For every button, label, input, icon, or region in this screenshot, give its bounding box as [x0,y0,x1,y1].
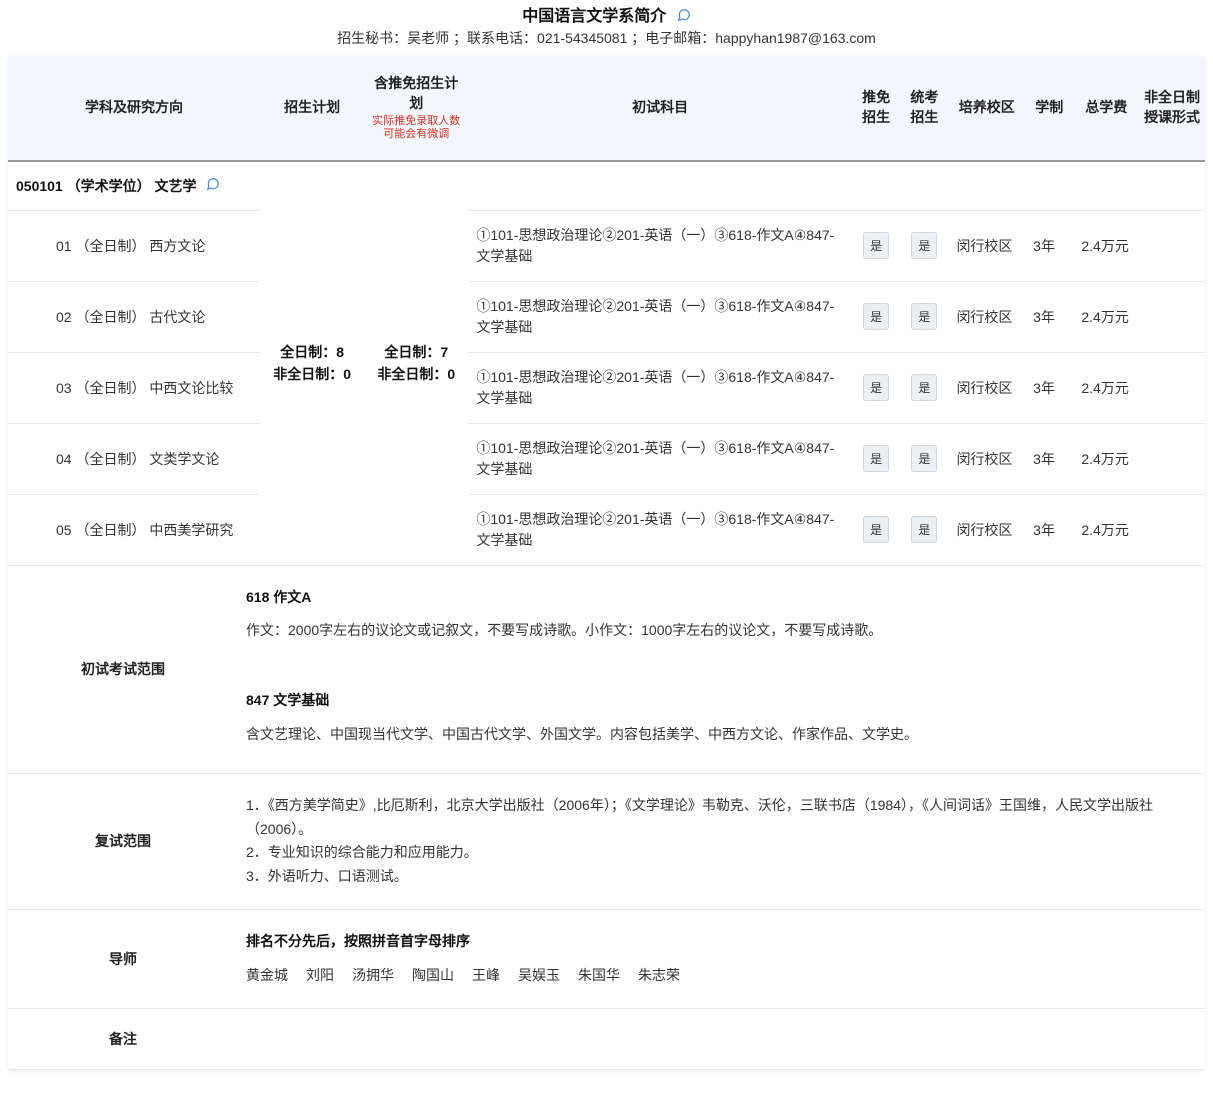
subjects-cell: ①101-思想政治理论②201-英语（一）③618-作文A④847-文学基础 [468,423,852,494]
campus-cell: 闵行校区 [948,494,1025,565]
advisor-name: 汤拥华 [352,967,394,983]
content-card: 学科及研究方向 招生计划 含推免招生计划 实际推免录取人数可能会有微调 初试科目… [8,56,1205,1070]
duration-cell: 3年 [1025,281,1073,352]
campus-cell: 闵行校区 [948,423,1025,494]
duration-cell: 3年 [1025,210,1073,281]
note-row: 备注 [8,1008,1205,1069]
duration-cell: 3年 [1025,494,1073,565]
campus-cell: 闵行校区 [948,210,1025,281]
subjects-cell: ①101-思想政治理论②201-英语（一）③618-作文A④847-文学基础 [468,210,852,281]
fee-cell: 2.4万元 [1073,281,1139,352]
col-direction: 学科及研究方向 [8,56,260,161]
duration-cell: 3年 [1025,423,1073,494]
scope-s2-body: 含文艺理论、中国现当代文学、中国古代文学、外国文学。内容包括美学、中西方文论、作… [246,723,1189,747]
col-duration: 学制 [1025,56,1073,161]
rec-badge[interactable]: 是 [863,374,889,401]
exam-badge[interactable]: 是 [911,445,937,472]
contact-subtitle: 招生秘书：吴老师 ；联系电话：021-54345081 ；电子邮箱：happyh… [8,28,1205,48]
campus-cell: 闵行校区 [948,352,1025,423]
direction-row: 04 （全日制） 文类学文论 ①101-思想政治理论②201-英语（一）③618… [8,423,1205,494]
col-inc-plan-note: 实际推免录取人数可能会有微调 [368,115,464,141]
direction-row: 03 （全日制） 中西文论比较 ①101-思想政治理论②201-英语（一）③61… [8,352,1205,423]
advisor-name: 刘阳 [306,967,334,983]
info-table: 初试考试范围 618 作文A 作文：2000字左右的议论文或记叙文，不要写成诗歌… [8,566,1205,1070]
fee-cell: 2.4万元 [1073,352,1139,423]
direction-name: 02 （全日制） 古代文论 [8,281,260,352]
advisor-name: 朱志荣 [638,967,680,983]
subjects-cell: ①101-思想政治理论②201-英语（一）③618-作文A④847-文学基础 [468,352,852,423]
fee-cell: 2.4万元 [1073,210,1139,281]
scope-row: 初试考试范围 618 作文A 作文：2000字左右的议论文或记叙文，不要写成诗歌… [8,566,1205,774]
col-exam: 统考招生 [900,56,948,161]
pt-cell [1139,423,1205,494]
fee-cell: 2.4万元 [1073,423,1139,494]
campus-cell: 闵行校区 [948,281,1025,352]
inc-merge-cell: 全日制：7非全日制：0 [364,161,468,566]
subjects-cell: ①101-思想政治理论②201-英语（一）③618-作文A④847-文学基础 [468,281,852,352]
table-header-row: 学科及研究方向 招生计划 含推免招生计划 实际推免录取人数可能会有微调 初试科目… [8,56,1205,161]
direction-row: 01 （全日制） 西方文论 ①101-思想政治理论②201-英语（一）③618-… [8,210,1205,281]
col-pt: 非全日制授课形式 [1139,56,1205,161]
chat-icon[interactable] [206,178,220,194]
direction-row: 05 （全日制） 中西美学研究 ①101-思想政治理论②201-英语（一）③61… [8,494,1205,565]
col-inc-plan: 含推免招生计划 实际推免录取人数可能会有微调 [364,56,468,161]
scope-s1-title: 618 作文A [246,586,1189,610]
fushi-row: 复试范围 1．《西方美学简史》,比厄斯利，北京大学出版社（2006年）；《文学理… [8,773,1205,909]
rec-badge[interactable]: 是 [863,303,889,330]
pt-cell [1139,352,1205,423]
advisor-name: 陶国山 [412,967,454,983]
col-inc-plan-label: 含推免招生计划 [374,75,458,111]
fushi-label: 复试范围 [8,773,238,909]
advisor-name: 黄金城 [246,967,288,983]
pt-cell [1139,281,1205,352]
advisor-note: 排名不分先后，按照拼音首字母排序 [246,930,1189,954]
page-header: 中国语言文学系简介 招生秘书：吴老师 ；联系电话：021-54345081 ；电… [8,0,1205,48]
advisor-name: 朱国华 [578,967,620,983]
col-fee: 总学费 [1073,56,1139,161]
advisor-name: 王峰 [472,967,500,983]
advisor-label: 导师 [8,909,238,1008]
scope-body: 618 作文A 作文：2000字左右的议论文或记叙文，不要写成诗歌。小作文：10… [238,566,1205,774]
col-campus: 培养校区 [948,56,1025,161]
page-title: 中国语言文学系简介 [522,8,666,25]
exam-badge[interactable]: 是 [911,516,937,543]
direction-name: 05 （全日制） 中西美学研究 [8,494,260,565]
direction-name: 04 （全日制） 文类学文论 [8,423,260,494]
plan-table: 学科及研究方向 招生计划 含推免招生计划 实际推免录取人数可能会有微调 初试科目… [8,56,1205,566]
pt-cell [1139,210,1205,281]
direction-name: 03 （全日制） 中西文论比较 [8,352,260,423]
note-label: 备注 [8,1008,238,1069]
rec-badge[interactable]: 是 [863,445,889,472]
advisor-row: 导师 排名不分先后，按照拼音首字母排序 黄金城 刘阳 汤拥华 陶国山 王峰 吴娱玉 朱国华 朱… [8,909,1205,1008]
subjects-cell: ①101-思想政治理论②201-英语（一）③618-作文A④847-文学基础 [468,494,852,565]
advisor-body: 排名不分先后，按照拼音首字母排序 黄金城 刘阳 汤拥华 陶国山 王峰 吴娱玉 朱国华 朱志荣 [238,909,1205,1008]
col-plan: 招生计划 [260,56,364,161]
scope-label: 初试考试范围 [8,566,238,774]
col-subjects: 初试科目 [468,56,852,161]
chat-icon[interactable] [677,9,691,25]
exam-badge[interactable]: 是 [911,232,937,259]
advisor-name: 吴娱玉 [518,967,560,983]
exam-badge[interactable]: 是 [911,303,937,330]
rec-badge[interactable]: 是 [863,516,889,543]
note-body [238,1008,1205,1069]
col-rec: 推免招生 [852,56,900,161]
scope-s2-title: 847 文学基础 [246,689,1189,713]
fee-cell: 2.4万元 [1073,494,1139,565]
pt-cell [1139,494,1205,565]
category-label: 050101 （学术学位） 文艺学 [16,178,197,194]
advisor-list: 黄金城 刘阳 汤拥华 陶国山 王峰 吴娱玉 朱国华 朱志荣 [246,964,1189,988]
scope-s1-body: 作文：2000字左右的议论文或记叙文，不要写成诗歌。小作文：1000字左右的议论… [246,619,1189,643]
direction-name: 01 （全日制） 西方文论 [8,210,260,281]
rec-badge[interactable]: 是 [863,232,889,259]
exam-badge[interactable]: 是 [911,374,937,401]
plan-merge-cell: 全日制：8非全日制：0 [260,161,364,566]
category-row: 050101 （学术学位） 文艺学 全日制：8非全日制：0 全日制：7非全日制：… [8,161,1205,211]
duration-cell: 3年 [1025,352,1073,423]
direction-row: 02 （全日制） 古代文论 ①101-思想政治理论②201-英语（一）③618-… [8,281,1205,352]
fushi-body: 1．《西方美学简史》,比厄斯利，北京大学出版社（2006年）；《文学理论》韦勒克… [238,773,1205,909]
